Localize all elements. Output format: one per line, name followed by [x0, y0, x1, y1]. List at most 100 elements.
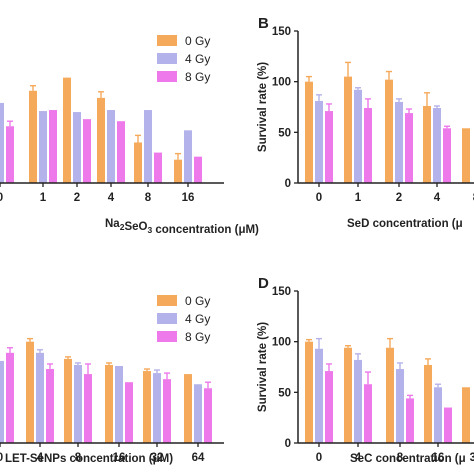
bar: [386, 347, 394, 443]
bar: [443, 128, 451, 183]
bar: [73, 112, 81, 183]
x-tick-label: 4: [355, 452, 362, 464]
panel-letter: D: [258, 275, 269, 292]
y-tick-label: 50: [278, 387, 291, 399]
bar: [117, 121, 125, 183]
legend-swatch: [157, 35, 177, 46]
bar: [305, 81, 313, 183]
legend-swatch: [157, 295, 177, 306]
x-tick-label: 4: [108, 192, 115, 204]
x-tick-label: 1: [355, 192, 362, 204]
chart-panel-c: 0 4 8 16 32 64 LET-SeNPs concentration (μM) 0 G…: [0, 294, 224, 465]
bar: [194, 384, 202, 443]
x-tick-label: 0: [0, 452, 3, 464]
bar: [315, 348, 323, 443]
x-tick-label: 32: [151, 452, 164, 464]
bar: [354, 89, 362, 183]
legend-swatch: [157, 71, 177, 82]
x-tick-label: 0: [0, 192, 3, 204]
chart-panel-b: 0 1 2 4 8 0 50 100 150 Survival rate (%) B SeD conc…: [257, 15, 474, 230]
bar: [36, 352, 44, 443]
bar: [396, 369, 404, 443]
bar: [97, 97, 105, 183]
y-axis-label: Survival rate (%): [257, 62, 269, 152]
bar: [0, 102, 4, 183]
y-tick-label: 0: [285, 438, 291, 450]
x-tick-label: 4: [434, 192, 441, 204]
bar: [405, 113, 413, 183]
bar: [424, 364, 432, 443]
x-tick-label: 64: [192, 452, 205, 464]
bar: [83, 119, 91, 183]
legend-label: 0 Gy: [185, 34, 210, 48]
bar: [0, 360, 4, 443]
bar: [385, 79, 393, 183]
bar: [423, 105, 431, 183]
x-axis-label: Na2SeO3 concentration (μM): [105, 218, 259, 236]
bar: [444, 407, 452, 443]
panel-letter: B: [258, 15, 269, 32]
x-tick-label: 2: [396, 192, 402, 204]
bar: [433, 108, 441, 183]
bar: [174, 159, 182, 183]
bar: [153, 373, 161, 443]
bar: [364, 384, 372, 443]
legend-swatch: [157, 313, 177, 324]
bar: [115, 365, 123, 443]
y-axis-label: Survival rate (%): [257, 322, 269, 412]
bar: [74, 364, 82, 443]
legend-label: 0 Gy: [185, 294, 210, 308]
x-axis-label: SeD concentration (μ: [347, 218, 463, 230]
bar: [105, 364, 113, 443]
x-tick-label: 8: [473, 192, 474, 204]
bar: [125, 382, 133, 443]
bar: [204, 388, 212, 443]
bar: [63, 77, 71, 183]
bar: [406, 398, 414, 443]
bar: [184, 130, 192, 183]
x-tick-label: 8: [75, 452, 82, 464]
y-tick-label: 150: [272, 26, 291, 38]
bar: [6, 352, 14, 443]
bar: [325, 111, 333, 183]
y-tick-label: 50: [278, 127, 291, 139]
bar: [143, 371, 151, 443]
bar: [462, 387, 470, 443]
bar: [364, 108, 372, 183]
bar: [395, 101, 403, 183]
y-tick-label: 0: [285, 178, 291, 190]
x-tick-label: 8: [397, 452, 404, 464]
bar: [64, 358, 72, 443]
bar: [39, 111, 47, 183]
bar: [154, 152, 162, 183]
bar: [315, 100, 323, 183]
bar: [84, 374, 92, 443]
x-tick-label: 16: [113, 452, 126, 464]
y-tick-label: 100: [272, 337, 291, 349]
legend-label: 4 Gy: [185, 312, 210, 326]
x-tick-label: 32: [470, 452, 474, 464]
bar: [134, 142, 142, 183]
x-tick-label: 2: [74, 192, 80, 204]
bar: [354, 359, 362, 443]
bar: [144, 110, 152, 183]
y-tick-label: 150: [272, 286, 291, 298]
bar: [107, 110, 115, 183]
x-tick-label: 8: [145, 192, 152, 204]
x-tick-label: 0: [316, 192, 322, 204]
chart-panel-d: 0 4 8 16 32 0 50 100 150 Survival rate (%) D SeC co…: [257, 275, 474, 465]
bar: [462, 128, 470, 183]
legend-label: 8 Gy: [185, 70, 210, 84]
x-tick-label: 16: [182, 192, 195, 204]
x-axis-label: SeC concentration (μ: [350, 453, 466, 465]
bar: [325, 371, 333, 443]
bar: [29, 90, 37, 183]
x-tick-label: 4: [37, 452, 44, 464]
bar: [344, 76, 352, 183]
bar: [305, 341, 313, 443]
x-tick-label: 0: [316, 452, 322, 464]
bar: [46, 369, 54, 443]
chart-panel-a: 0 1 2 4 8 16 Na2SeO3 concentration (μM) 0 Gy 4 G…: [0, 34, 259, 236]
x-tick-label: 16: [432, 452, 445, 464]
